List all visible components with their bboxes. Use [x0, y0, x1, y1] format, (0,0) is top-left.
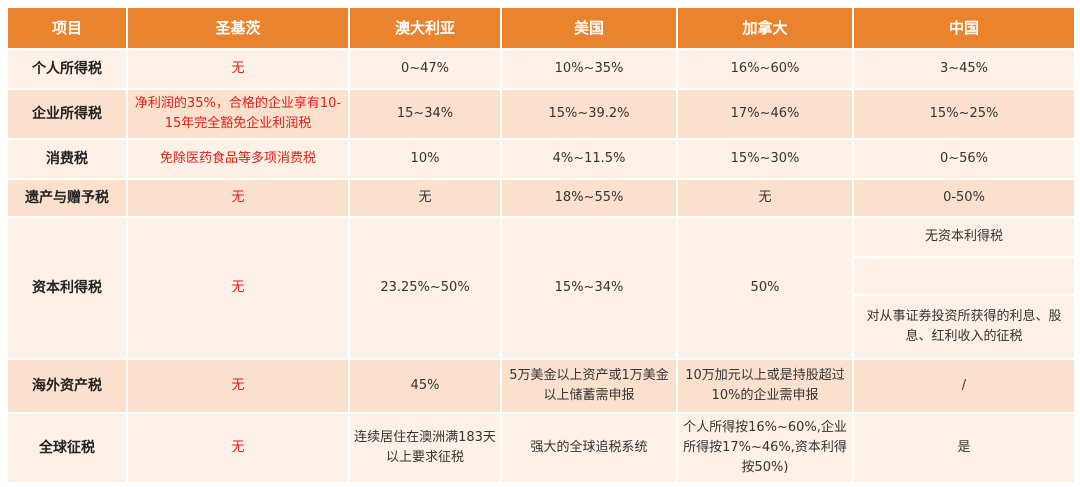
table-row: 遗产与赠予税 无 无 18%~55% 无 0-50% [6, 178, 1076, 218]
cell-usa: 10%~35% [500, 48, 678, 90]
cell-usa: 5万美金以上资产或1万美金以上储蓄需申报 [500, 358, 678, 414]
table-row: 全球征税 无 连续居住在澳洲满183天以上要求征税 强大的全球追税系统 个人所得… [6, 412, 1076, 484]
cell-st-kitts: 无 [126, 48, 350, 90]
cell-australia: 0~47% [348, 48, 502, 90]
cell-australia: 无 [348, 178, 502, 218]
row-label: 遗产与赠予税 [6, 178, 128, 218]
row-label: 海外资产税 [6, 358, 128, 414]
header-st-kitts: 圣基茨 [126, 6, 350, 50]
subcell-empty [854, 258, 1074, 296]
subcell-securities-tax: 对从事证券投资所获得的利息、股息、红利收入的征税 [866, 309, 1062, 344]
cell-china-capital-gains: 无资本利得税 对从事证券投资所获得的利息、股息、红利收入的征税 [852, 216, 1076, 360]
cell-usa: 18%~55% [500, 178, 678, 218]
header-row: 项目 圣基茨 澳大利亚 美国 加拿大 中国 [6, 6, 1076, 50]
cell-china: 0-50% [852, 178, 1076, 218]
header-usa: 美国 [500, 6, 678, 50]
cell-usa: 4%~11.5% [500, 138, 678, 180]
cell-st-kitts: 净利润的35%，合格的企业享有10-15年完全豁免企业利润税 [126, 88, 350, 140]
capital-gains-subcells: 无资本利得税 对从事证券投资所获得的利息、股息、红利收入的征税 [854, 218, 1074, 358]
cell-china: 是 [852, 412, 1076, 484]
cell-china: 0~56% [852, 138, 1076, 180]
cell-usa: 15%~34% [500, 216, 678, 360]
row-label: 消费税 [6, 138, 128, 180]
cell-canada: 17%~46% [676, 88, 854, 140]
cell-canada: 无 [676, 178, 854, 218]
subcell-no-capital-gains: 无资本利得税 [854, 218, 1074, 258]
table-row: 消费税 免除医药食品等多项消费税 10% 4%~11.5% 15%~30% 0~… [6, 138, 1076, 180]
cell-canada: 个人所得按16%~60%,企业所得按17%~46%,资本利得按50%) [676, 412, 854, 484]
cell-st-kitts: 无 [126, 358, 350, 414]
tax-comparison-table: 项目 圣基茨 澳大利亚 美国 加拿大 中国 个人所得税 无 0~47% 10%~… [6, 6, 1076, 484]
cell-china: / [852, 358, 1076, 414]
cell-st-kitts: 无 [126, 216, 350, 360]
row-label: 个人所得税 [6, 48, 128, 90]
cell-canada: 16%~60% [676, 48, 854, 90]
table-row: 个人所得税 无 0~47% 10%~35% 16%~60% 3~45% [6, 48, 1076, 90]
header-canada: 加拿大 [676, 6, 854, 50]
tax-comparison-table-container: 项目 圣基茨 澳大利亚 美国 加拿大 中国 个人所得税 无 0~47% 10%~… [6, 6, 1076, 484]
cell-australia: 连续居住在澳洲满183天以上要求征税 [348, 412, 502, 484]
header-item: 项目 [6, 6, 128, 50]
cell-china: 15%~25% [852, 88, 1076, 140]
table-row: 企业所得税 净利润的35%，合格的企业享有10-15年完全豁免企业利润税 15~… [6, 88, 1076, 140]
row-label: 企业所得税 [6, 88, 128, 140]
cell-usa: 强大的全球追税系统 [500, 412, 678, 484]
row-label: 资本利得税 [6, 216, 128, 360]
cell-australia: 23.25%~50% [348, 216, 502, 360]
table-row: 海外资产税 无 45% 5万美金以上资产或1万美金以上储蓄需申报 10万加元以上… [6, 358, 1076, 414]
cell-australia: 10% [348, 138, 502, 180]
cell-canada: 50% [676, 216, 854, 360]
cell-canada: 15%~30% [676, 138, 854, 180]
cell-australia: 45% [348, 358, 502, 414]
cell-st-kitts: 免除医药食品等多项消费税 [126, 138, 350, 180]
cell-canada: 10万加元以上或是持股超过10%的企业需申报 [676, 358, 854, 414]
header-china: 中国 [852, 6, 1076, 50]
header-australia: 澳大利亚 [348, 6, 502, 50]
cell-china: 3~45% [852, 48, 1076, 90]
cell-st-kitts: 无 [126, 178, 350, 218]
cell-australia: 15~34% [348, 88, 502, 140]
cell-st-kitts: 无 [126, 412, 350, 484]
cell-usa: 15%~39.2% [500, 88, 678, 140]
table-row: 资本利得税 无 23.25%~50% 15%~34% 50% 无资本利得税 对从… [6, 216, 1076, 360]
row-label: 全球征税 [6, 412, 128, 484]
